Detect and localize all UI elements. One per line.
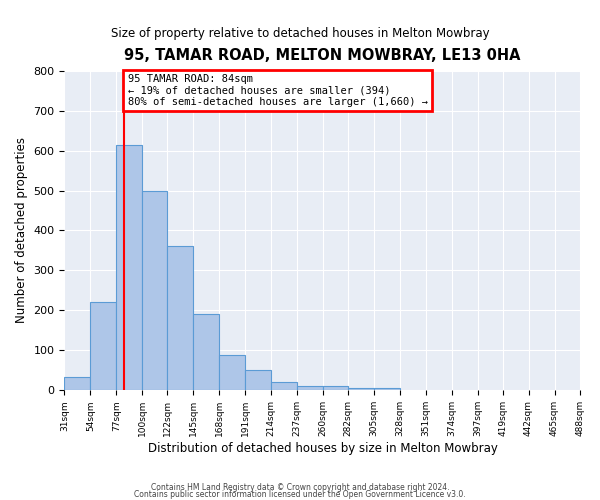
X-axis label: Distribution of detached houses by size in Melton Mowbray: Distribution of detached houses by size … <box>148 442 497 455</box>
Text: 95 TAMAR ROAD: 84sqm
← 19% of detached houses are smaller (394)
80% of semi-deta: 95 TAMAR ROAD: 84sqm ← 19% of detached h… <box>128 74 428 107</box>
Bar <box>271 382 297 390</box>
Bar <box>64 377 91 390</box>
Title: 95, TAMAR ROAD, MELTON MOWBRAY, LE13 0HA: 95, TAMAR ROAD, MELTON MOWBRAY, LE13 0HA <box>124 48 521 62</box>
Y-axis label: Number of detached properties: Number of detached properties <box>15 138 28 324</box>
Bar <box>116 144 142 390</box>
Bar <box>142 190 167 390</box>
Bar <box>219 355 245 390</box>
Bar <box>348 388 374 390</box>
Bar <box>297 386 323 390</box>
Bar <box>167 246 193 390</box>
Text: Contains HM Land Registry data © Crown copyright and database right 2024.: Contains HM Land Registry data © Crown c… <box>151 484 449 492</box>
Bar <box>374 388 400 390</box>
Bar <box>193 314 219 390</box>
Bar <box>323 386 348 390</box>
Bar <box>91 302 116 390</box>
Text: Contains public sector information licensed under the Open Government Licence v3: Contains public sector information licen… <box>134 490 466 499</box>
Bar <box>245 370 271 390</box>
Text: Size of property relative to detached houses in Melton Mowbray: Size of property relative to detached ho… <box>110 28 490 40</box>
